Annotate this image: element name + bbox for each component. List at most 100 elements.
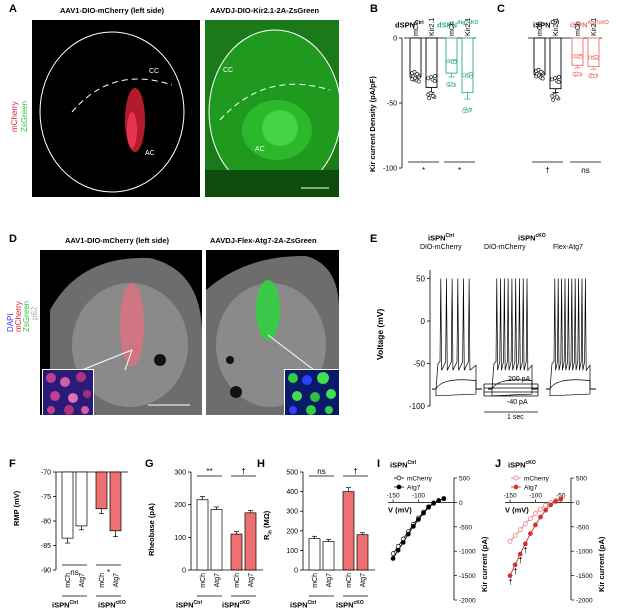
b-x-label: Kir2.1 — [465, 18, 472, 36]
j-legend-label: mCherry — [524, 476, 550, 483]
e-cko-label: iSPNcKO — [518, 233, 546, 243]
i-xtick-label: -100 — [412, 492, 425, 499]
j-ytick-label: -1500 — [576, 573, 593, 580]
b-ytick-label: 0 — [393, 36, 397, 43]
f-x-label: mCh — [99, 573, 106, 588]
i-point — [390, 556, 396, 561]
h-bar — [356, 534, 369, 571]
b-x-label: mCh — [413, 21, 420, 36]
e-ytick-label: -100 — [409, 402, 426, 411]
e-step-bottom: -40 pA — [507, 399, 528, 406]
c-x-label: Kir2.1 — [591, 18, 598, 36]
i-ytick-label: -1000 — [459, 549, 476, 556]
f-bar — [75, 471, 88, 527]
e-ctrl-label: iSPNCtrl — [428, 233, 455, 243]
chart-j: -150 -100 -50 500 0 -500 -1000 -1500 -2000 V (mV)… — [504, 475, 606, 605]
c-point — [550, 77, 554, 82]
i-xlabel: V (mV) — [388, 505, 412, 514]
inset-d-left — [42, 369, 94, 416]
f-bar — [109, 471, 122, 532]
e-trace-sub — [432, 379, 482, 390]
c-point — [552, 92, 557, 97]
e-duration: 1 sec — [507, 414, 524, 421]
h-ylabel: Rin (MΩ) — [262, 510, 274, 540]
g-bar — [210, 509, 223, 571]
ac-label-left: AC — [145, 150, 155, 157]
panel-c-label: C — [497, 3, 505, 15]
j-point — [538, 506, 543, 512]
f-group1: iSPNCtrl — [52, 600, 79, 610]
j-point — [533, 522, 538, 528]
g-bar — [244, 512, 257, 571]
i-point — [395, 547, 401, 553]
e-step-top: 200 pA — [508, 376, 531, 383]
b-ytick-label: -100 — [383, 166, 397, 173]
h-ytick-label: 200 — [286, 528, 298, 535]
b-sig: * — [458, 166, 461, 175]
step-protocol — [483, 383, 539, 413]
j-ytick-label: -2000 — [576, 598, 593, 605]
inset-d-right — [284, 369, 340, 416]
b-point — [452, 60, 457, 65]
panel-f-label: F — [9, 458, 16, 470]
j-ytick-label: 500 — [576, 476, 587, 483]
b-point — [431, 93, 436, 98]
h-ytick-label: 400 — [286, 489, 298, 496]
b-ytick-label: -50 — [387, 101, 397, 108]
h-x-label: mCh — [312, 573, 319, 588]
panel-j-label: J — [495, 458, 502, 470]
i-ytick-label: 500 — [459, 476, 470, 483]
i-legend-label: Atg7 — [407, 485, 421, 492]
f-bar — [61, 471, 74, 539]
micrograph-a-left: CC AC — [32, 20, 200, 197]
b-point — [433, 74, 437, 78]
j-point — [548, 502, 554, 508]
j-point — [507, 539, 513, 544]
cc-label-right: CC — [223, 67, 234, 74]
j-legend-label: Atg7 — [524, 485, 538, 492]
j-dagger: † — [508, 578, 512, 587]
h-x-label: Atg7 — [326, 573, 333, 588]
j-point — [522, 541, 528, 547]
h-x-label: Atg7 — [360, 573, 367, 588]
c-x-label: mCh — [575, 21, 582, 36]
micrograph-a-right: CC AC — [205, 20, 339, 197]
f-ytick-label: -85 — [41, 543, 51, 550]
j-point — [507, 573, 513, 578]
h-sig: ns — [317, 467, 325, 476]
b-point — [446, 59, 450, 64]
c-point — [590, 74, 595, 79]
j-ylabel: Kir current (pA) — [597, 536, 606, 592]
b-point — [428, 91, 433, 96]
c-point — [536, 67, 541, 72]
j-legend-marker — [513, 475, 519, 481]
j-dagger: † — [523, 546, 527, 555]
panel-a-label: A — [9, 3, 17, 15]
c-point — [574, 71, 579, 76]
panel-g-label: G — [145, 458, 154, 470]
panel-d-left-title: AAV1-DIO-mCherry (left side) — [65, 236, 170, 245]
b-point — [462, 73, 466, 77]
g-sig: ** — [206, 467, 212, 476]
g-sig: † — [241, 467, 245, 476]
c-point — [555, 95, 560, 100]
cc-label-left: CC — [149, 68, 160, 75]
panel-i-label: I — [377, 458, 381, 470]
i-point — [416, 517, 421, 522]
e-ytick-label: 0 — [421, 317, 426, 326]
h-ytick-label: 500 — [286, 470, 298, 477]
e-ytick-label: 50 — [416, 275, 425, 284]
h-bar — [342, 491, 355, 571]
c-point — [594, 54, 599, 59]
c-point — [557, 75, 561, 79]
j-point — [543, 502, 548, 508]
g-ylabel: Rheobase (pA) — [147, 503, 156, 556]
b-bar — [461, 37, 474, 94]
j-xtick-label: -50 — [556, 492, 566, 499]
legend-mcherry: mCherry — [10, 101, 19, 132]
i-ytick-label: 0 — [459, 500, 463, 507]
ac-label-right: AC — [255, 146, 265, 153]
i-point — [431, 501, 437, 506]
i-ytick-label: -500 — [459, 524, 472, 531]
e-ylabel: Voltage (mV) — [375, 308, 385, 360]
